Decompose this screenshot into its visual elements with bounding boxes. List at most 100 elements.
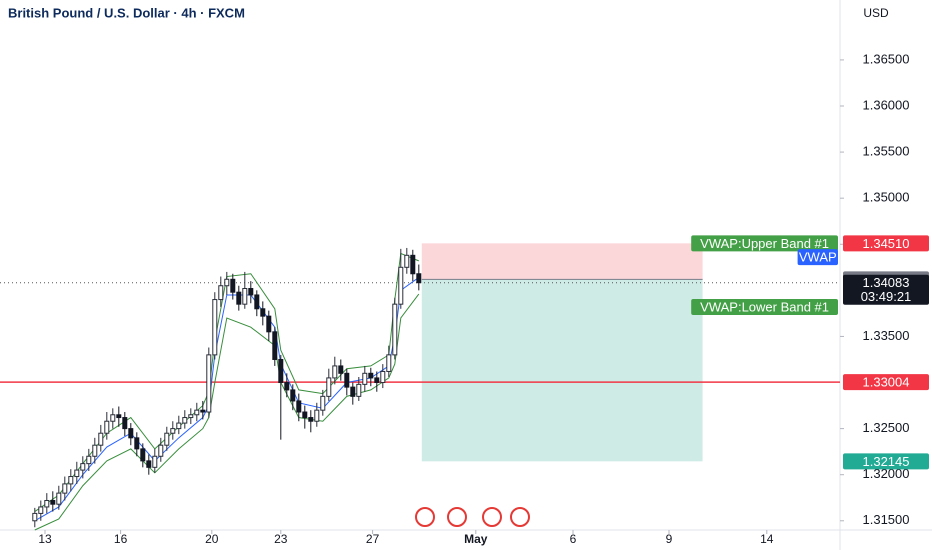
tag-label: VWAP:Lower Band #1: [700, 299, 829, 314]
x-tick-label: 13: [38, 532, 52, 546]
candle-body: [206, 354, 212, 413]
y-tick-label: 1.35000: [863, 190, 910, 205]
candle-body: [248, 288, 254, 296]
candle-body: [356, 383, 362, 397]
candle-body: [152, 455, 158, 468]
price-label-box: [843, 453, 929, 470]
candle-body: [404, 254, 410, 268]
y-tick-label: 1.33500: [863, 328, 910, 343]
candle-body: [284, 382, 290, 391]
candle-body: [62, 483, 68, 494]
price-label-box: [843, 235, 929, 252]
x-tick-label: 9: [666, 532, 673, 546]
candle-body: [182, 417, 188, 424]
y-tick-label: 1.35500: [863, 144, 910, 159]
candle-body: [104, 420, 110, 434]
candle-body: [68, 476, 74, 485]
candle-body: [56, 492, 62, 505]
candle-body: [362, 372, 368, 385]
y-tick-label: 1.32500: [863, 420, 910, 435]
y-tick-label: 1.32000: [863, 466, 910, 481]
candle-body: [386, 354, 392, 372]
candle-body: [230, 278, 236, 293]
candle-body: [236, 291, 242, 305]
candle-body: [416, 273, 422, 284]
event-icon[interactable]: [510, 507, 530, 527]
candle-body: [176, 422, 182, 430]
candle-body: [290, 389, 296, 402]
tag-box: [691, 235, 838, 252]
candle-body: [344, 372, 350, 388]
chart-title: British Pound / U.S. Dollar · 4h · FXCM: [8, 5, 245, 20]
x-tick-label: 14: [760, 532, 774, 546]
countdown: 03:49:21: [861, 289, 912, 304]
candle-body: [74, 469, 80, 478]
candle-body: [242, 288, 248, 305]
x-tick-label: May: [464, 532, 488, 546]
candle-body: [308, 417, 314, 422]
tag-label: VWAP: [799, 250, 837, 265]
event-icon[interactable]: [482, 507, 502, 527]
candle-body: [212, 299, 218, 356]
stop-zone: [421, 243, 703, 280]
candle-body: [164, 432, 170, 446]
price-label: 1.33004: [863, 375, 910, 390]
candle-body: [200, 409, 206, 413]
candle-body: [260, 308, 266, 317]
x-tick-label: 6: [570, 532, 577, 546]
vwap-line: [34, 293, 420, 531]
candle-body: [170, 428, 176, 434]
candle-body: [314, 409, 320, 422]
price-label-box: [843, 274, 929, 305]
x-tick-label: 16: [114, 532, 128, 546]
candle-body: [38, 506, 44, 514]
candle-body: [86, 455, 92, 465]
candle-body: [392, 303, 398, 356]
candle-body: [44, 500, 50, 508]
candle-body: [122, 417, 128, 430]
candle-body: [338, 365, 344, 374]
candle-body: [98, 432, 104, 446]
candle-body: [278, 358, 284, 384]
candle-body: [320, 395, 326, 411]
plot: 1.365001.360001.355001.350001.345001.335…: [0, 51, 929, 546]
tag-box: [691, 298, 838, 315]
candle-body: [188, 414, 194, 419]
candle-body: [302, 411, 308, 419]
candle-body: [116, 414, 122, 419]
candle-body: [32, 512, 38, 522]
candle-body: [266, 315, 272, 333]
price-label-box: [843, 374, 929, 391]
y-tick-label: 1.36000: [863, 97, 910, 112]
candle-body: [194, 409, 200, 416]
x-tick-label: 20: [205, 532, 219, 546]
candle-body: [146, 460, 152, 468]
candle-body: [50, 500, 56, 505]
candle-body: [218, 285, 224, 301]
candle-body: [110, 414, 116, 422]
candle-body: [326, 377, 332, 397]
x-tick-label: 27: [366, 532, 380, 546]
y-tick-label: 1.36500: [863, 51, 910, 66]
tag-label: VWAP:Upper Band #1: [700, 236, 829, 251]
candle-body: [350, 386, 356, 397]
y-tick-label: 1.31500: [863, 512, 910, 527]
event-icon[interactable]: [415, 507, 435, 527]
candle-body: [410, 254, 416, 275]
price-label: 1.34510: [863, 236, 910, 251]
candle-body: [254, 294, 260, 310]
price-label: 1.34083: [863, 275, 910, 290]
candle-body: [398, 266, 404, 305]
currency: USD: [863, 6, 889, 20]
candle-body: [128, 428, 134, 439]
candle-body: [80, 463, 86, 471]
candle-body: [158, 444, 164, 457]
candle-body: [272, 331, 278, 360]
price-label: 1.32145: [863, 454, 910, 469]
event-icons: [415, 507, 530, 527]
candle-body: [296, 400, 302, 413]
event-icon[interactable]: [447, 507, 467, 527]
x-tick-label: 23: [274, 532, 288, 546]
candle-body: [332, 365, 338, 379]
candle-body: [92, 444, 98, 457]
